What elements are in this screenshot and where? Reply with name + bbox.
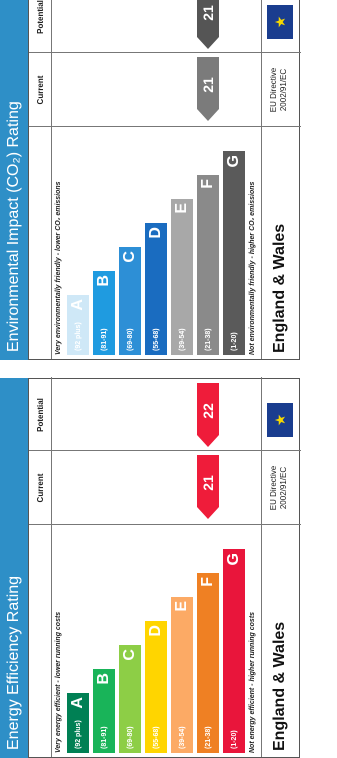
energy-potential-rating: 22	[197, 383, 219, 447]
environment-band-range: (39-54)	[178, 328, 186, 351]
environment-band-range: (55-68)	[152, 328, 160, 351]
environment-col-current: Current	[35, 75, 45, 105]
energy-band-letter: E	[173, 601, 190, 612]
energy-band-b: (81-91) B	[93, 669, 115, 753]
environment-bottom-note: Not environmentally friendly - higher CO…	[249, 181, 256, 355]
energy-current-rating: 21	[197, 455, 219, 519]
eu-flag-icon: ★	[267, 5, 293, 39]
environment-band-letter: A	[69, 299, 86, 311]
energy-band-range: (69-80)	[126, 726, 134, 749]
environment-band-range: (21-38)	[204, 328, 212, 351]
environment-band-range: (69-80)	[126, 328, 134, 351]
energy-band-range: (92 plus)	[74, 720, 82, 749]
energy-efficiency-chart: Energy Efficiency Rating Current Potenti…	[0, 377, 301, 758]
environment-band-e: (39-54) E	[171, 199, 193, 355]
energy-band-range: (1-20)	[230, 730, 238, 749]
energy-band-range: (39-54)	[178, 726, 186, 749]
energy-col-potential: Potential	[35, 398, 45, 432]
energy-frame: Current Potential Very energy efficient …	[28, 377, 301, 758]
environment-col-potential: Potential	[35, 0, 45, 34]
environment-current-rating: 21	[197, 57, 219, 121]
environment-potential-rating: 21	[197, 0, 219, 49]
environment-frame: Current Potential Very environmentally f…	[28, 0, 301, 360]
environment-band-c: (69-80) C	[119, 247, 141, 355]
energy-region: England & Wales	[271, 621, 288, 751]
environment-band-letter: G	[225, 155, 242, 168]
environment-top-note: Very environmentally friendly - lower CO…	[55, 181, 62, 355]
energy-band-d: (55-68) D	[145, 621, 167, 753]
energy-band-f: (21-38) F	[197, 573, 219, 753]
environment-band-letter: E	[173, 203, 190, 214]
environment-band-d: (55-68) D	[145, 223, 167, 355]
environment-region: England & Wales	[271, 223, 288, 353]
environment-band-letter: D	[147, 227, 164, 239]
energy-band-letter: B	[95, 673, 112, 685]
environment-band-letter: F	[199, 179, 216, 189]
energy-band-e: (39-54) E	[171, 597, 193, 753]
energy-footer-line	[261, 377, 262, 757]
environment-band-b: (81-91) B	[93, 271, 115, 355]
energy-band-letter: C	[121, 649, 138, 661]
energy-band-letter: F	[199, 577, 216, 587]
environment-band-g: (1-20) G	[223, 151, 245, 355]
energy-directive: EU Directive 2002/91/EC	[269, 465, 288, 511]
environment-band-letter: B	[95, 275, 112, 287]
environment-band-range: (1-20)	[230, 332, 238, 351]
energy-band-range: (55-68)	[152, 726, 160, 749]
environment-header-line	[51, 0, 52, 359]
environment-title: Environmental Impact (CO₂) Rating	[0, 0, 28, 360]
energy-band-g: (1-20) G	[223, 549, 245, 753]
energy-band-letter: D	[147, 625, 164, 637]
environment-directive: EU Directive 2002/91/EC	[269, 67, 288, 113]
energy-band-letter: A	[69, 697, 86, 709]
energy-top-note: Very energy efficient - lower running co…	[55, 611, 62, 753]
environmental-impact-chart: Environmental Impact (CO₂) Rating Curren…	[0, 0, 301, 360]
energy-header-line	[51, 377, 52, 757]
energy-band-range: (81-91)	[100, 726, 108, 749]
energy-band-range: (21-38)	[204, 726, 212, 749]
energy-band-letter: G	[225, 553, 242, 566]
environment-band-f: (21-38) F	[197, 175, 219, 355]
energy-bottom-note: Not energy efficient - higher running co…	[249, 611, 256, 753]
energy-col-current: Current	[35, 473, 45, 503]
environment-band-letter: C	[121, 251, 138, 263]
energy-title: Energy Efficiency Rating	[0, 378, 28, 758]
energy-band-c: (69-80) C	[119, 645, 141, 753]
energy-band-a: (92 plus) A	[67, 693, 89, 753]
environment-band-a: (92 plus) A	[67, 295, 89, 355]
environment-footer-line	[261, 0, 262, 359]
eu-flag-icon: ★	[267, 403, 293, 437]
environment-band-range: (92 plus)	[74, 322, 82, 351]
environment-band-range: (81-91)	[100, 328, 108, 351]
